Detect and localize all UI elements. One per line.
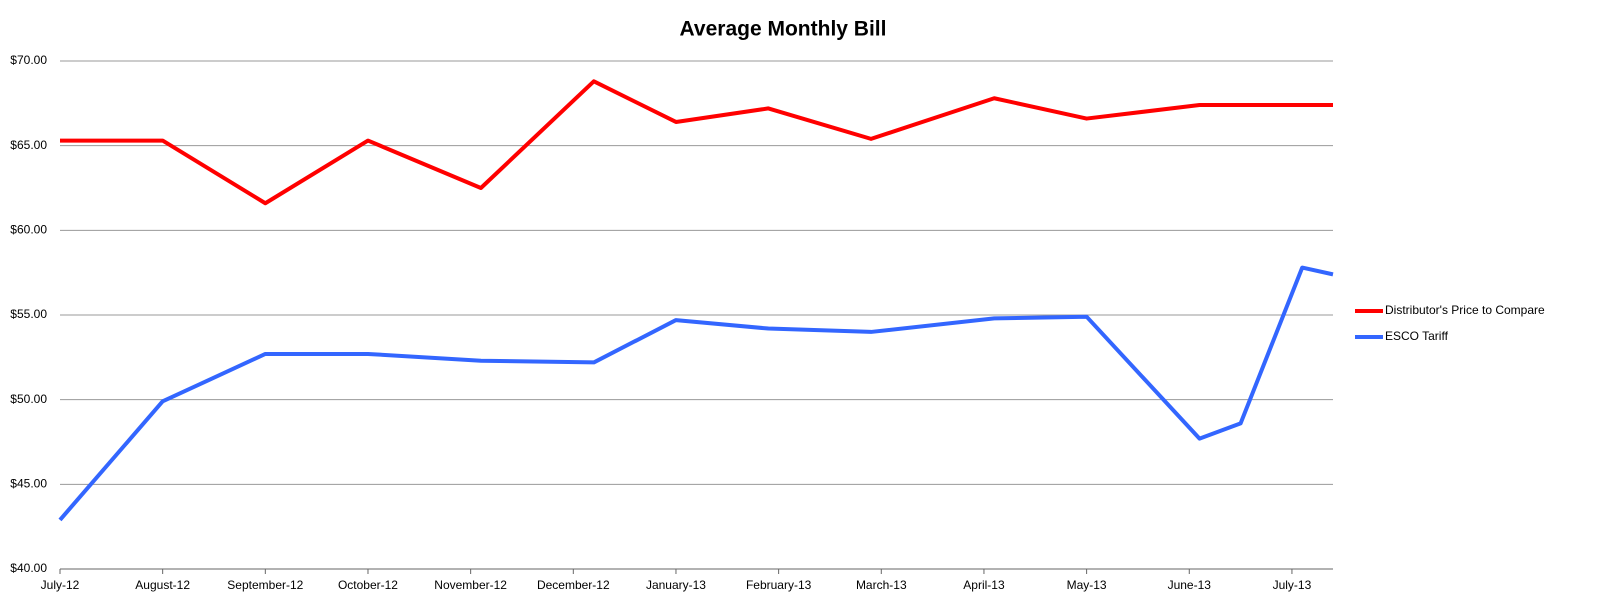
x-tick-label: March-13 xyxy=(856,578,907,592)
x-tick-label: May-13 xyxy=(1067,578,1107,592)
y-tick-label: $70.00 xyxy=(10,53,47,67)
y-tick-label: $55.00 xyxy=(10,307,47,321)
y-tick-label: $50.00 xyxy=(10,392,47,406)
x-tick-label: January-13 xyxy=(646,578,706,592)
x-tick-label: June-13 xyxy=(1168,578,1212,592)
series-line xyxy=(58,265,1334,522)
x-tick-label: July-12 xyxy=(41,578,80,592)
y-tick-label: $45.00 xyxy=(10,477,47,491)
chart-title: Average Monthly Bill xyxy=(680,18,887,41)
x-tick-label: December-12 xyxy=(537,578,610,592)
y-tick-label: $60.00 xyxy=(10,223,47,237)
x-tick-label: November-12 xyxy=(434,578,507,592)
series-line xyxy=(60,79,1333,206)
y-tick-label: $40.00 xyxy=(10,561,47,575)
legend-label: ESCO Tariff xyxy=(1385,329,1449,343)
x-tick-label: August-12 xyxy=(135,578,190,592)
legend-label: Distributor's Price to Compare xyxy=(1385,303,1545,317)
x-tick-label: February-13 xyxy=(746,578,812,592)
y-tick-label: $65.00 xyxy=(10,138,47,152)
x-tick-label: September-12 xyxy=(227,578,303,592)
x-tick-label: July-13 xyxy=(1273,578,1312,592)
x-tick-label: October-12 xyxy=(338,578,398,592)
x-tick-label: April-13 xyxy=(963,578,1005,592)
